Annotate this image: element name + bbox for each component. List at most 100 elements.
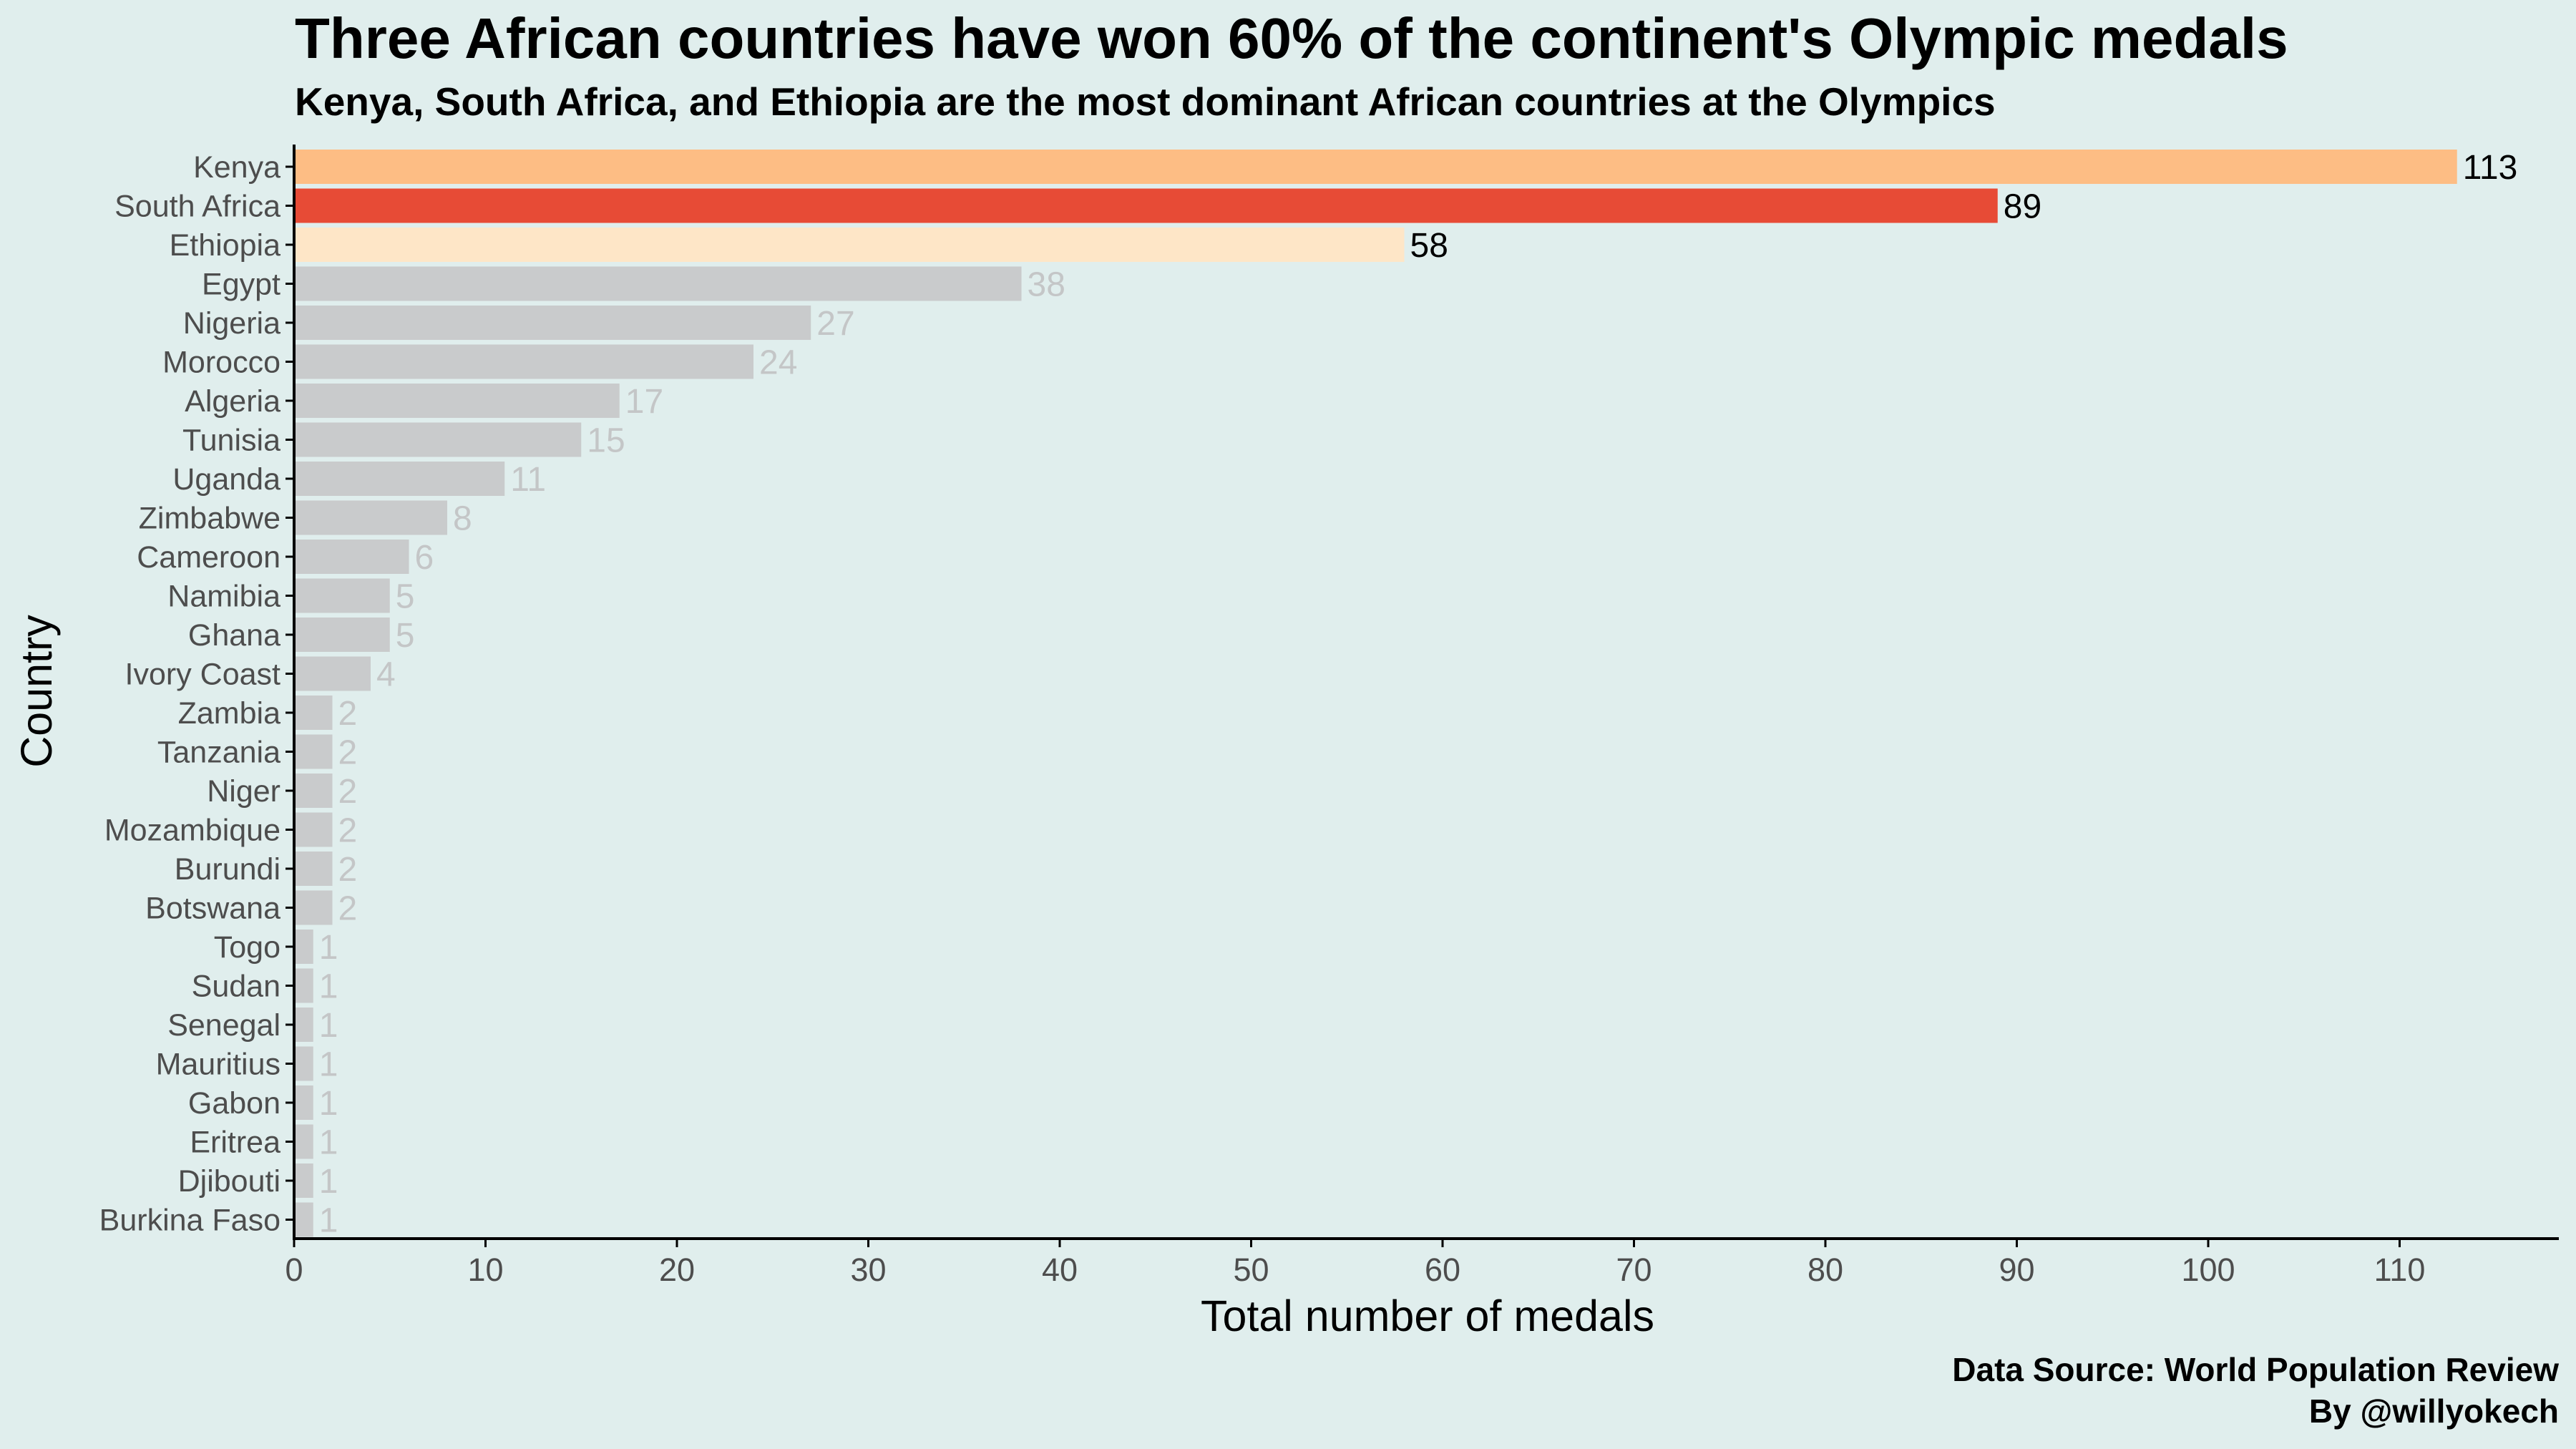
bar-ivory-coast [294, 656, 371, 691]
bar-algeria [294, 384, 620, 418]
value-label-mauritius: 1 [319, 1046, 338, 1084]
value-label-morocco: 24 [759, 344, 797, 382]
value-label-djibouti: 1 [319, 1163, 338, 1201]
y-tick-label-gabon: Gabon [188, 1086, 280, 1121]
chart-title: Three African countries have won 60% of … [295, 6, 2288, 70]
value-label-nigeria: 27 [816, 305, 854, 343]
bar-mozambique [294, 812, 333, 847]
y-tick-label-morocco: Morocco [162, 346, 280, 380]
value-label-gabon: 1 [319, 1085, 338, 1123]
x-tick-label-100: 100 [2181, 1252, 2235, 1288]
bar-eritrea [294, 1124, 313, 1159]
value-label-kenya: 113 [2463, 149, 2518, 187]
value-label-zambia: 2 [338, 695, 358, 733]
y-tick-label-cameroon: Cameroon [137, 540, 280, 575]
value-label-namibia: 5 [396, 578, 415, 616]
value-label-ethiopia: 58 [1410, 227, 1448, 265]
bar-tunisia [294, 422, 582, 457]
x-tick-label-90: 90 [1999, 1252, 2034, 1288]
y-tick-label-botswana: Botswana [145, 892, 280, 926]
value-label-niger: 2 [338, 773, 358, 811]
bar-nigeria [294, 306, 811, 340]
value-label-zimbabwe: 8 [453, 500, 472, 538]
y-tick-label-zambia: Zambia [178, 696, 280, 731]
value-label-togo: 1 [319, 929, 338, 967]
x-tick-label-80: 80 [1807, 1252, 1843, 1288]
y-tick-label-zimbabwe: Zimbabwe [139, 502, 280, 536]
bar-ghana [294, 618, 390, 652]
y-tick-label-senegal: Senegal [167, 1008, 280, 1043]
value-label-egypt: 38 [1028, 266, 1065, 304]
bar-mauritius [294, 1046, 313, 1081]
bar-sudan [294, 968, 313, 1003]
x-tick-label-70: 70 [1616, 1252, 1652, 1288]
x-tick-label-110: 110 [2374, 1252, 2426, 1288]
y-tick-label-mozambique: Mozambique [104, 814, 280, 848]
value-label-eritrea: 1 [319, 1124, 338, 1162]
y-tick-label-algeria: Algeria [185, 384, 280, 419]
bar-burkina-faso [294, 1202, 313, 1237]
caption-author: By @willyokech [2308, 1392, 2559, 1430]
y-tick-label-ivory-coast: Ivory Coast [125, 658, 281, 692]
y-tick-label-south-africa: South Africa [114, 190, 280, 224]
value-label-burkina-faso: 1 [319, 1202, 338, 1240]
y-tick-labels-group: Kenya South Africa Ethiopia Egypt Nigeria Mor… [99, 150, 294, 1238]
y-tick-label-burundi: Burundi [175, 852, 280, 887]
x-tick-label-40: 40 [1042, 1252, 1078, 1288]
y-tick-label-ghana: Ghana [188, 618, 280, 653]
x-tick-label-0: 0 [285, 1252, 303, 1288]
x-tick-labels-group: 0 10 20 30 40 50 60 70 80 90 100 110 [285, 1239, 2425, 1288]
x-tick-label-20: 20 [659, 1252, 695, 1288]
value-label-botswana: 2 [338, 890, 358, 928]
bar-burundi [294, 852, 333, 886]
x-axis-title: Total number of medals [1201, 1292, 1654, 1340]
y-tick-label-ethiopia: Ethiopia [170, 228, 280, 263]
x-tick-label-50: 50 [1233, 1252, 1269, 1288]
bar-uganda [294, 462, 505, 496]
y-tick-label-sudan: Sudan [192, 970, 280, 1004]
value-label-burundi: 2 [338, 851, 358, 889]
caption: Data Source: World Population Review By … [1952, 1349, 2559, 1432]
bar-zambia [294, 696, 333, 730]
value-label-tunisia: 15 [587, 422, 625, 460]
bar-egypt [294, 266, 1022, 301]
x-tick-label-60: 60 [1425, 1252, 1460, 1288]
bar-niger [294, 774, 333, 808]
y-tick-label-tunisia: Tunisia [182, 424, 280, 458]
y-tick-label-uganda: Uganda [172, 462, 280, 497]
y-tick-label-namibia: Namibia [167, 580, 280, 614]
value-label-cameroon: 6 [415, 539, 434, 577]
bar-tanzania [294, 734, 333, 769]
y-tick-label-kenya: Kenya [193, 150, 280, 185]
bar-djibouti [294, 1163, 313, 1198]
y-tick-label-eritrea: Eritrea [190, 1126, 280, 1160]
y-tick-label-tanzania: Tanzania [157, 736, 280, 770]
value-label-sudan: 1 [319, 968, 338, 1006]
x-tick-label-10: 10 [467, 1252, 503, 1288]
bars-group [294, 150, 2457, 1237]
bar-namibia [294, 578, 390, 613]
value-label-mozambique: 2 [338, 812, 358, 850]
bar-kenya [294, 150, 2457, 184]
y-tick-label-togo: Togo [214, 930, 280, 965]
bar-morocco [294, 344, 753, 379]
y-tick-label-djibouti: Djibouti [178, 1164, 280, 1199]
y-tick-label-niger: Niger [207, 774, 280, 809]
value-label-uganda: 11 [510, 461, 546, 499]
bar-zimbabwe [294, 500, 447, 535]
caption-source: Data Source: World Population Review [1952, 1351, 2559, 1388]
bar-botswana [294, 890, 333, 925]
y-tick-label-mauritius: Mauritius [156, 1048, 280, 1082]
bar-togo [294, 930, 313, 964]
bar-south-africa [294, 188, 1998, 223]
value-label-ghana: 5 [396, 617, 415, 655]
value-label-senegal: 1 [319, 1007, 338, 1045]
x-tick-label-30: 30 [850, 1252, 886, 1288]
y-axis-title: Country [12, 615, 61, 768]
value-label-south-africa: 89 [2004, 188, 2041, 226]
y-tick-label-burkina-faso: Burkina Faso [99, 1204, 280, 1238]
value-label-algeria: 17 [625, 383, 663, 421]
chart-subtitle: Kenya, South Africa, and Ethiopia are th… [295, 79, 1996, 124]
value-label-ivory-coast: 4 [376, 656, 396, 694]
